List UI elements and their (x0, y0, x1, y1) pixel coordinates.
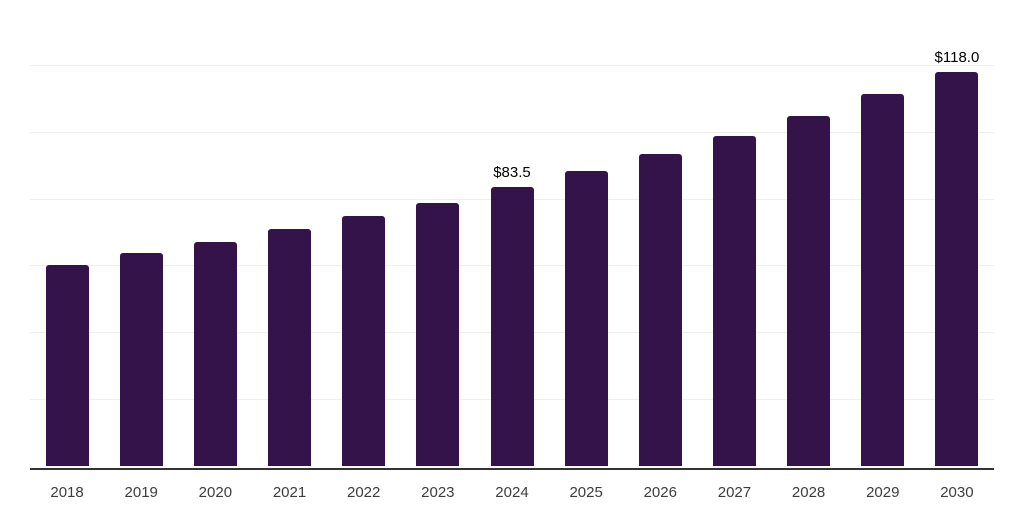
bar-value-label-2030: $118.0 (934, 48, 980, 66)
x-tick-label-2030: 2030 (940, 484, 974, 501)
x-tick-label-2024: 2024 (495, 484, 529, 501)
bar-2018 (45, 264, 89, 466)
x-tick-label-2027: 2027 (717, 484, 752, 501)
x-tick-label-2023: 2023 (421, 484, 455, 501)
x-tick-label-2025: 2025 (569, 484, 603, 501)
plot-area: $83.5 $118.0 (30, 0, 994, 470)
bar-2027 (712, 136, 756, 466)
bar-2026 (638, 154, 682, 466)
bar-2025 (564, 170, 608, 466)
bar-2020 (193, 241, 237, 466)
bar-2023 (416, 202, 460, 466)
bar-value-label-2024: $83.5 (493, 163, 531, 181)
bar-2030 (935, 71, 979, 466)
bar-2019 (119, 253, 163, 466)
x-tick-label-2021: 2021 (272, 484, 307, 501)
bar-2028 (787, 116, 831, 466)
bar-2024 (490, 186, 534, 466)
gridline (30, 131, 994, 133)
x-tick-label-2018: 2018 (50, 484, 84, 501)
x-tick-label-2020: 2020 (198, 484, 233, 501)
x-axis-labels: 2018 2019 2020 2021 2022 2023 2024 2025 2026 2027… (30, 484, 994, 504)
bar-2021 (268, 229, 312, 466)
x-tick-label-2029: 2029 (866, 484, 900, 501)
x-tick-label-2026: 2026 (643, 484, 677, 501)
x-tick-label-2028: 2028 (791, 484, 826, 501)
x-tick-label-2022: 2022 (346, 484, 381, 501)
bar-2029 (861, 94, 905, 466)
x-tick-label-2019: 2019 (124, 484, 158, 501)
bar-2022 (342, 216, 386, 466)
gridline (30, 64, 994, 66)
